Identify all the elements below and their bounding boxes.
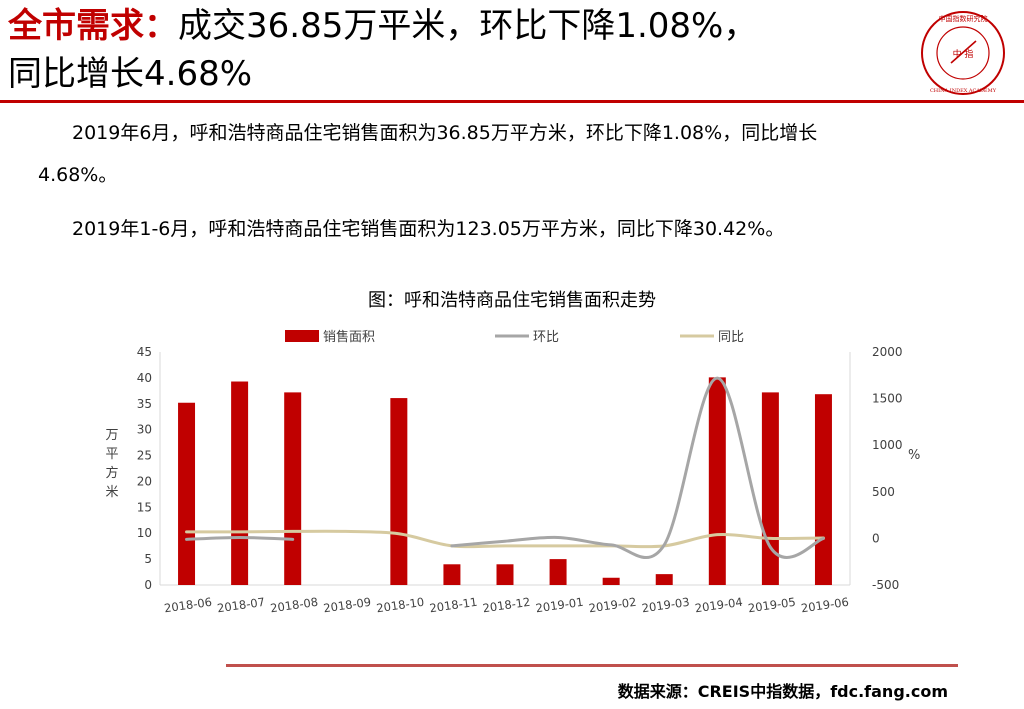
mom-line [185,535,295,541]
x-tick-label: 2018-11 [429,595,479,616]
title-keyword: 全市需求： [8,6,178,46]
y2-tick-label: 1000 [872,438,903,452]
bar [761,392,779,585]
x-tick-label: 2018-09 [322,595,372,616]
paragraph-2: 2019年1-6月，呼和浩特商品住宅销售面积为123.05万平方米，同比下降30… [72,218,785,240]
y-tick-label: 30 [137,423,152,437]
legend-swatch [285,330,319,342]
bar [231,381,249,585]
bar [284,392,302,585]
bar [549,559,567,585]
bar [602,577,620,585]
page-title: 全市需求：成交36.85万平米，环比下降1.08%， 同比增长4.68% [8,2,908,98]
y-tick-label: 20 [137,474,152,488]
title-line2: 同比增长4.68% [8,54,253,94]
legend-label: 同比 [718,330,744,345]
logo-text: 中国指数研究院 [939,14,988,23]
x-tick-label: 2018-06 [163,595,213,616]
x-tick-label: 2018-12 [482,595,532,616]
footer-divider [226,664,958,667]
legend-label: 销售面积 [323,329,375,345]
y2-tick-label: 0 [872,531,880,545]
bar [496,564,514,585]
y-tick-label: 15 [137,500,152,514]
logo-center-text: 中 指 [953,48,974,60]
yoy-line [185,529,825,549]
bar [443,564,461,585]
china-index-academy-logo: 中国指数研究院 CHINA INDEX ACADEMY 中 指 [921,11,1005,95]
paragraph-1-line-1: 2019年6月，呼和浩特商品住宅销售面积为36.85万平方米，环比下降1.08%… [72,122,818,144]
bar [390,398,408,585]
y-axis-label: 万平方米 [105,428,118,500]
x-tick-label: 2019-06 [800,595,850,616]
y2-axis-label: % [908,448,920,463]
bar [178,402,196,585]
x-tick-label: 2019-01 [535,595,585,616]
bar [814,394,832,585]
x-tick-label: 2018-10 [376,595,426,616]
y2-tick-label: 2000 [872,345,903,359]
x-tick-label: 2018-08 [269,595,319,616]
y2-tick-label: 1500 [872,392,903,406]
bar [655,574,673,585]
legend-label: 环比 [533,330,559,345]
y-tick-label: 40 [137,371,152,385]
y-tick-label: 35 [137,397,152,411]
bar [708,377,726,585]
chart-title: 图：呼和浩特商品住宅销售面积走势 [368,290,656,311]
x-tick-label: 2019-03 [641,595,691,616]
x-tick-label: 2019-04 [694,595,744,616]
x-tick-label: 2018-07 [216,595,266,616]
logo-english: CHINA INDEX ACADEMY [930,88,997,94]
mom-line [450,376,825,559]
y-tick-label: 5 [144,552,152,566]
title-divider [0,100,1024,103]
x-tick-label: 2019-05 [747,595,797,616]
y2-tick-label: 500 [872,485,895,499]
y2-tick-label: -500 [872,578,899,592]
paragraph-1-line-2: 4.68%。 [38,164,118,186]
data-source: 数据来源：CREIS中指数据，fdc.fang.com [617,682,948,701]
y-tick-label: 25 [137,449,152,463]
title-line1: 成交36.85万平米，环比下降1.08%， [178,6,758,46]
y-tick-label: 45 [137,345,152,359]
y-tick-label: 10 [137,526,152,540]
y-tick-label: 0 [144,578,152,592]
x-tick-label: 2019-02 [588,595,638,616]
sales-area-chart: 0 5 10 15 20 25 30 35 40 45 -500 0 500 1000 1500 2000 万平… [105,329,920,616]
